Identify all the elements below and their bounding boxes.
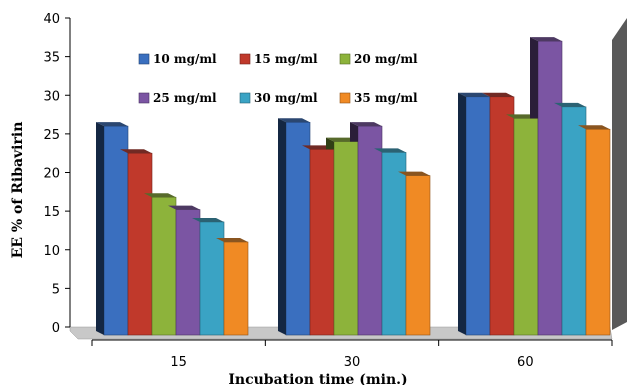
bar-front (127, 152, 153, 336)
bar-front (151, 196, 177, 336)
bar-front (561, 106, 587, 336)
bar-top (530, 37, 562, 42)
bar-top (120, 149, 152, 154)
y-tick-label: 15 (43, 205, 60, 220)
bar-top (350, 122, 382, 127)
y-tick-label: 25 (43, 128, 60, 143)
bar (482, 92, 515, 336)
legend-label: 15 mg/ml (254, 52, 318, 66)
bar-front (465, 96, 491, 336)
legend-item: 30 mg/ml (239, 91, 318, 105)
y-tick-label: 5 (52, 282, 60, 297)
legend-label: 20 mg/ml (354, 52, 418, 66)
bar-front (381, 152, 407, 336)
y-tick-label: 0 (52, 321, 60, 336)
bar-side (530, 37, 538, 119)
bar (278, 118, 311, 336)
bar-front (309, 149, 335, 336)
legend-label: 30 mg/ml (254, 91, 318, 105)
bar (578, 125, 611, 336)
bar-front (405, 175, 431, 336)
y-axis-title: EE % of Ribavirin (10, 122, 26, 259)
bar (458, 92, 491, 336)
x-tick-label: 30 (344, 355, 361, 370)
bar (120, 149, 153, 336)
bar (96, 122, 129, 336)
legend-label: 10 mg/ml (153, 52, 217, 66)
bar-front (223, 241, 249, 336)
chart-side-wall (612, 18, 627, 330)
bar-front (285, 121, 311, 336)
bar-side (278, 118, 286, 335)
legend-item: 20 mg/ml (339, 52, 418, 66)
y-tick-label: 40 (43, 12, 60, 27)
bar (398, 171, 431, 336)
legend-swatch (138, 92, 150, 104)
bar-top (192, 217, 224, 222)
legend-swatch (339, 92, 351, 104)
legend-swatch (138, 53, 150, 65)
legend-label: 25 mg/ml (153, 91, 217, 105)
bar-top (144, 193, 176, 198)
bar-front (175, 209, 201, 336)
bar-top (374, 148, 406, 153)
bar-side (458, 92, 466, 335)
x-axis-title: Incubation time (min.) (228, 372, 407, 385)
bar-top (482, 92, 514, 97)
bar (144, 193, 177, 336)
x-tick-label: 60 (517, 355, 534, 370)
x-tick-label: 15 (170, 355, 187, 370)
bar-side (96, 122, 104, 336)
legend-item: 15 mg/ml (239, 52, 318, 66)
bar (350, 122, 383, 336)
bar-front (489, 96, 515, 336)
bar-front (357, 125, 383, 336)
legend: 10 mg/ml 15 mg/ml 20 mg/ml 25 mg/ml 30 mg/ml… (138, 52, 418, 105)
bar-top (168, 205, 200, 210)
legend-item: 35 mg/ml (339, 91, 418, 105)
legend-swatch (339, 53, 351, 65)
bar-top (458, 92, 490, 97)
bar-front (513, 118, 539, 336)
bar-top (278, 118, 310, 123)
bar-top (96, 122, 128, 127)
y-tick-label: 30 (43, 89, 60, 104)
chart-axes (65, 17, 613, 346)
bar-front (103, 125, 129, 336)
y-tick-label: 35 (43, 51, 60, 66)
bar (374, 148, 407, 336)
bar-top (398, 171, 430, 176)
bar (302, 145, 335, 336)
y-tick-label: 20 (43, 167, 60, 182)
bar (216, 238, 249, 336)
legend-swatch (239, 92, 251, 104)
bar (192, 217, 225, 336)
bar-top (554, 102, 586, 107)
legend-item: 10 mg/ml (138, 52, 217, 66)
bar-side (326, 137, 334, 150)
x-tick-labels: 15 30 60 (170, 355, 533, 370)
bar-front (537, 40, 563, 336)
bar-front (333, 141, 359, 336)
legend-item: 25 mg/ml (138, 91, 217, 105)
bar-top (216, 238, 248, 243)
bar-side (350, 122, 358, 142)
bar-top (578, 125, 610, 130)
legend-swatch (239, 53, 251, 65)
bar (168, 205, 201, 336)
y-tick-labels: 0 5 10 15 20 25 30 35 40 (43, 12, 60, 336)
bar (326, 137, 359, 336)
chart-bars (96, 37, 611, 336)
legend-label: 35 mg/ml (354, 91, 418, 105)
bar-front (585, 128, 611, 336)
bar-front (199, 221, 225, 336)
y-tick-label: 10 (43, 244, 60, 259)
bar (530, 37, 563, 336)
